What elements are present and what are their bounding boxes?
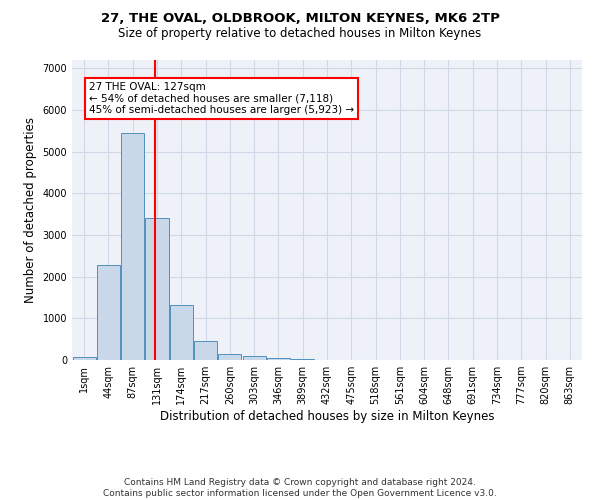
Text: Size of property relative to detached houses in Milton Keynes: Size of property relative to detached ho… bbox=[118, 28, 482, 40]
Y-axis label: Number of detached properties: Number of detached properties bbox=[24, 117, 37, 303]
Bar bbox=[170, 306, 193, 360]
Bar bbox=[218, 354, 241, 360]
Bar bbox=[121, 132, 144, 360]
Bar bbox=[73, 357, 95, 360]
Bar bbox=[242, 356, 266, 360]
Bar bbox=[291, 359, 314, 360]
Text: Contains HM Land Registry data © Crown copyright and database right 2024.
Contai: Contains HM Land Registry data © Crown c… bbox=[103, 478, 497, 498]
Text: 27, THE OVAL, OLDBROOK, MILTON KEYNES, MK6 2TP: 27, THE OVAL, OLDBROOK, MILTON KEYNES, M… bbox=[101, 12, 499, 26]
Bar bbox=[194, 340, 217, 360]
Bar bbox=[267, 358, 290, 360]
Text: 27 THE OVAL: 127sqm
← 54% of detached houses are smaller (7,118)
45% of semi-det: 27 THE OVAL: 127sqm ← 54% of detached ho… bbox=[89, 82, 354, 115]
Bar bbox=[97, 266, 120, 360]
X-axis label: Distribution of detached houses by size in Milton Keynes: Distribution of detached houses by size … bbox=[160, 410, 494, 423]
Bar bbox=[145, 218, 169, 360]
